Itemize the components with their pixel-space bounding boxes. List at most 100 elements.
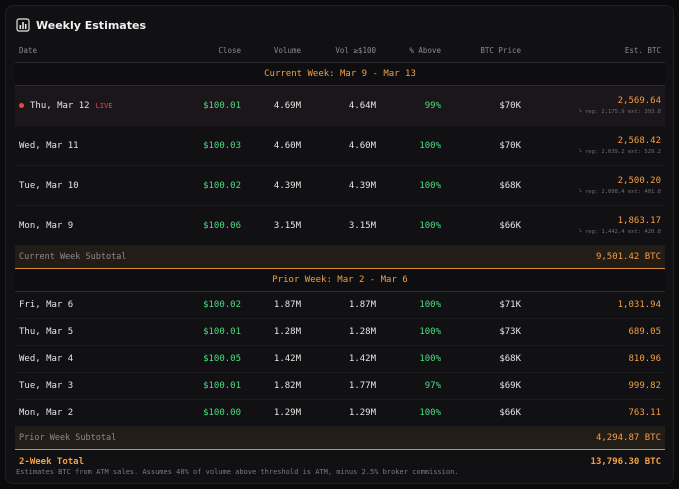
row-date: Wed, Mar 11 [15,125,155,166]
row-close: $100.02 [155,165,245,206]
row-vol100: 3.15M [305,205,380,246]
row-above: 100% [380,399,445,427]
prior-week-subtotal-label: Prior Week Subtotal [15,426,380,450]
table-row: Wed, Mar 11 $100.03 4.60M 4.60M 100% $70… [15,125,665,166]
row-volume: 4.69M [245,85,305,126]
row-close: $100.00 [155,399,245,427]
row-close: $100.01 [155,318,245,346]
table-row: Thu, Mar 12 LIVE $100.01 4.69M 4.64M 99% … [15,85,665,126]
row-btc-price: $68K [445,165,525,206]
row-volume: 4.60M [245,125,305,166]
row-date: Thu, Mar 12 [30,100,90,111]
row-est-breakdown: └ reg: 2,175.9 ext: 393.8 [578,109,661,115]
table-header: Date Close Volume Vol ≥$100 % Above BTC … [15,38,665,63]
row-close: $100.02 [155,291,245,319]
row-est-btc: 810.96 [525,345,665,373]
current-week-subtotal-row: Current Week Subtotal 9,501.42 BTC [15,245,665,269]
row-est-breakdown: └ reg: 1,442.4 ext: 420.8 [578,229,661,235]
row-date: Fri, Mar 6 [15,291,155,319]
row-vol100: 1.87M [305,291,380,319]
row-vol100: 1.77M [305,372,380,400]
row-btc-price: $66K [445,205,525,246]
row-vol100: 4.39M [305,165,380,206]
row-est-btc: 999.82 [525,372,665,400]
row-volume: 1.82M [245,372,305,400]
row-close: $100.05 [155,345,245,373]
row-close: $100.01 [155,85,245,126]
row-date: Mon, Mar 2 [15,399,155,427]
row-est-breakdown: └ reg: 2,098.4 ext: 401.8 [578,189,661,195]
row-volume: 1.29M [245,399,305,427]
row-date: Thu, Mar 5 [15,318,155,346]
col-date: Date [19,45,38,55]
bar-chart-icon [16,18,30,32]
col-close: Close [218,45,241,55]
row-volume: 1.42M [245,345,305,373]
prior-week-subtotal-row: Prior Week Subtotal 4,294.87 BTC [15,426,665,450]
row-btc-price: $70K [445,125,525,166]
row-est-btc: 2,568.42 [617,136,661,146]
row-est-btc: 1,031.94 [525,291,665,319]
row-close: $100.06 [155,205,245,246]
row-est-btc: 2,569.64 [617,96,661,106]
row-vol100: 1.29M [305,399,380,427]
table-row: Tue, Mar 3 $100.01 1.82M 1.77M 97% $69K … [15,372,665,400]
col-volume: Volume [273,45,301,55]
row-est-btc: 2,500.20 [617,176,661,186]
row-vol100: 4.60M [305,125,380,166]
two-week-total-value: 13,796.30 BTC [590,457,661,467]
row-date: Tue, Mar 3 [15,372,155,400]
row-vol100: 4.64M [305,85,380,126]
row-est-btc: 689.05 [525,318,665,346]
row-date: Wed, Mar 4 [15,345,155,373]
row-close: $100.01 [155,372,245,400]
estimates-table: Date Close Volume Vol ≥$100 % Above BTC … [15,38,665,474]
row-date: Mon, Mar 9 [15,205,155,246]
row-est-btc: 1,863.17 [617,216,661,226]
row-btc-price: $71K [445,291,525,319]
row-volume: 3.15M [245,205,305,246]
row-date: Tue, Mar 10 [15,165,155,206]
col-vol100: Vol ≥$100 [335,45,376,55]
table-row: Thu, Mar 5 $100.01 1.28M 1.28M 100% $73K… [15,318,665,346]
row-volume: 4.39M [245,165,305,206]
table-row: Fri, Mar 6 $100.02 1.87M 1.87M 100% $71K… [15,291,665,319]
prior-week-label: Prior Week: Mar 2 - Mar 6 [15,268,665,292]
row-est-breakdown: └ reg: 2,039.2 ext: 529.2 [578,149,661,155]
col-btc-price: BTC Price [480,45,521,55]
row-btc-price: $66K [445,399,525,427]
two-week-total-row: 2-Week Total 13,796.30 BTC [15,450,665,475]
panel-header: Weekly Estimates [16,16,146,34]
row-above: 97% [380,372,445,400]
table-row: Tue, Mar 10 $100.02 4.39M 4.39M 100% $68… [15,165,665,206]
row-volume: 1.28M [245,318,305,346]
row-above: 100% [380,205,445,246]
weekly-estimates-panel: Weekly Estimates Date Close Volume Vol ≥… [5,5,674,484]
row-btc-price: $70K [445,85,525,126]
table-row: Mon, Mar 2 $100.00 1.29M 1.29M 100% $66K… [15,399,665,427]
two-week-total-label: 2-Week Total [19,457,85,467]
table-row: Mon, Mar 9 $100.06 3.15M 3.15M 100% $66K… [15,205,665,246]
current-week-subtotal-value: 9,501.42 BTC [380,245,665,269]
row-above: 100% [380,165,445,206]
row-vol100: 1.28M [305,318,380,346]
current-week-subtotal-label: Current Week Subtotal [15,245,380,269]
row-above: 100% [380,345,445,373]
prior-week-subtotal-value: 4,294.87 BTC [380,426,665,450]
row-est-btc: 763.11 [525,399,665,427]
panel-title: Weekly Estimates [36,18,146,32]
row-close: $100.03 [155,125,245,166]
row-btc-price: $68K [445,345,525,373]
row-btc-price: $73K [445,318,525,346]
row-above: 100% [380,291,445,319]
row-above: 100% [380,125,445,166]
table-row: Wed, Mar 4 $100.05 1.42M 1.42M 100% $68K… [15,345,665,373]
row-volume: 1.87M [245,291,305,319]
row-vol100: 1.42M [305,345,380,373]
prior-week-header: Prior Week: Mar 2 - Mar 6 [15,268,665,292]
row-btc-price: $69K [445,372,525,400]
col-above: % Above [409,45,441,55]
current-week-label: Current Week: Mar 9 - Mar 13 [15,62,665,86]
live-badge: LIVE [95,101,113,110]
col-est-btc: Est. BTC [624,45,661,55]
